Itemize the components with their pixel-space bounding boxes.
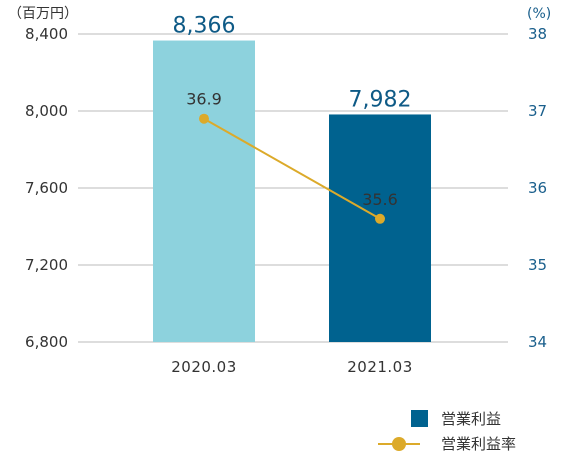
- line-value-label: 35.6: [362, 190, 398, 209]
- x-tick-label: 2021.03: [347, 358, 413, 376]
- left-tick-label: 8,400: [25, 25, 68, 43]
- right-axis-unit: (%): [527, 6, 551, 22]
- legend-marker-line: [392, 437, 406, 451]
- gridlines: [78, 33, 508, 343]
- right-tick-label: 34: [528, 333, 547, 351]
- left-tick-label: 8,000: [25, 102, 68, 120]
- right-tick-label: 37: [528, 102, 547, 120]
- bars: 8,366 7,982: [153, 14, 431, 343]
- bar: [153, 40, 255, 343]
- line-series: 36.9 35.6: [186, 90, 398, 224]
- line-value-label: 36.9: [186, 90, 222, 109]
- x-tick-label: 2020.03: [171, 358, 237, 376]
- left-tick-label: 7,200: [25, 256, 68, 274]
- left-tick-label: 6,800: [25, 333, 68, 351]
- line-point: [375, 213, 385, 224]
- bar-value-label: 8,366: [173, 14, 236, 39]
- right-tick-label: 36: [528, 179, 547, 197]
- legend-label-bar: 営業利益: [441, 410, 501, 428]
- left-axis-unit: （百万円）: [8, 6, 78, 22]
- legend-label-line: 営業利益率: [441, 435, 516, 453]
- bar: [329, 114, 431, 342]
- right-tick-label: 35: [528, 256, 547, 274]
- legend-swatch-bar: [411, 410, 428, 427]
- line-path: [203, 117, 381, 220]
- axes: 6,800 7,200 7,600 8,000 8,400 34 35 36 37 38 2020.…: [25, 25, 547, 376]
- legend: 営業利益 営業利益率: [378, 410, 516, 453]
- bar-value-label: 7,982: [349, 87, 412, 112]
- left-tick-label: 7,600: [25, 179, 68, 197]
- right-tick-label: 38: [528, 25, 547, 43]
- line-point: [199, 113, 209, 124]
